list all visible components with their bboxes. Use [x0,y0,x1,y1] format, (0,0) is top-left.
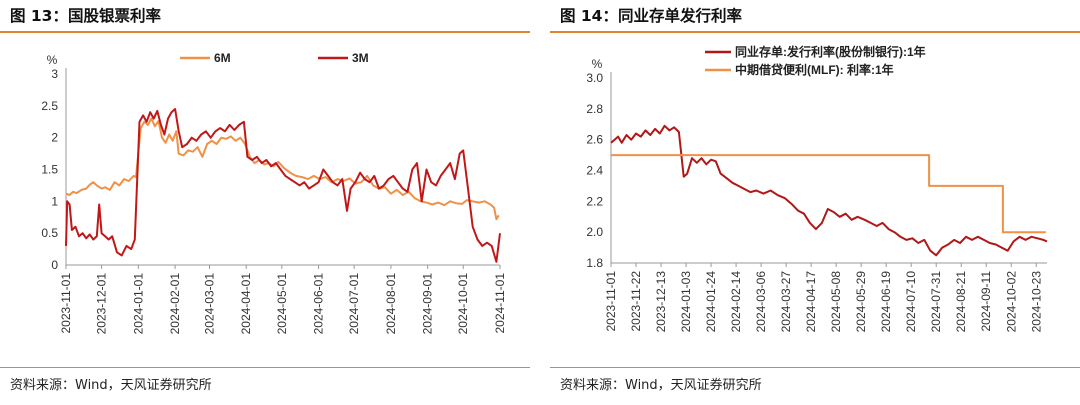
chart-title: 图 13：国股银票利率 [10,7,161,25]
x-tick-label: 2023-11-01 [59,273,73,334]
x-tick-label: 2023-12-01 [95,273,109,335]
source-note: 资料来源：Wind，天风证券研究所 [10,378,212,393]
x-tick-label: 2024-11-01 [493,273,507,334]
title-divider [0,31,530,33]
y-tick-label: 1.5 [41,163,58,177]
x-tick-label: 2024-04-01 [239,273,253,335]
x-tick-label: 2024-07-31 [929,271,943,333]
x-tick-label: 2024-05-01 [275,273,289,335]
x-tick-label: 2024-05-08 [829,271,843,333]
source-note: 资料来源：Wind，天风证券研究所 [560,378,762,393]
x-tick-label: 2024-10-01 [456,273,470,335]
x-tick-label: 2024-09-01 [421,273,435,335]
bank-bill-rate-chart: % 0 0.5 1 1.5 2 2.5 3 2023-11-01 2023-12-01 2024-0… [41,51,507,335]
y-tick-label: 2.2 [586,194,603,208]
x-tick-label: 2024-03-27 [779,271,793,333]
x-tick-label: 2024-01-01 [131,273,145,335]
y-tick-label: 1 [51,194,58,208]
y-axis-unit-label: % [592,57,603,71]
x-tick-label: 2024-07-01 [347,273,361,335]
series-line-1 [611,154,1046,234]
x-tick-label: 2024-07-10 [904,271,918,333]
y-tick-label: 2.8 [586,102,603,116]
x-tick-label: 2024-02-14 [729,271,743,333]
x-tick-label: 2024-09-11 [979,271,993,332]
chart-panel-ncd-rates: 图 14：同业存单发行利率 % 1.8 2.0 2.2 2.4 2.6 2.8 3.0 2023… [550,0,1080,405]
chart-title: 图 14：同业存单发行利率 [560,7,742,25]
x-tick-label: 2024-02-01 [168,273,182,335]
x-tick-label: 2024-03-06 [754,271,768,333]
x-tick-label: 2024-08-21 [954,271,968,333]
y-tick-label: 3.0 [586,71,603,85]
y-tick-label: 2.0 [586,225,603,239]
chart-panel-bank-bill-rates: 图 13：国股银票利率 % 0 0.5 1 1.5 2 2.5 3 2023-11-01 2023… [0,0,530,405]
x-tick-label: 2024-10-02 [1004,271,1018,333]
x-tick-label: 2024-08-01 [384,273,398,335]
y-axis-unit-label: % [47,53,58,67]
x-tick-label: 2023-12-13 [654,271,668,333]
series-line-1 [65,108,501,263]
y-tick-label: 2.5 [41,99,58,113]
y-tick-label: 3 [51,67,58,81]
series-line-0 [610,124,1048,257]
y-tick-label: 2.6 [586,133,603,147]
legend-label: 3M [352,51,369,65]
x-tick-label: 2023-11-22 [629,271,643,332]
x-tick-label: 2024-01-03 [679,271,693,333]
x-tick-label: 2024-01-24 [704,271,718,333]
x-tick-label: 2024-06-01 [312,273,326,335]
source-divider [550,367,1080,368]
x-tick-label: 2024-05-29 [854,271,868,333]
legend-label: 中期借贷便利(MLF): 利率:1年 [735,62,894,77]
title-bar: 图 13：国股银票利率 [0,0,530,33]
x-tick-label: 2024-10-23 [1029,271,1043,333]
title-bar: 图 14：同业存单发行利率 [550,0,1080,33]
x-tick-label: 2024-04-17 [804,271,818,333]
y-tick-label: 2.4 [586,164,603,178]
legend-label: 同业存单:发行利率(股份制银行):1年 [735,44,926,59]
y-tick-label: 1.8 [586,256,603,270]
x-tick-label: 2024-03-01 [202,273,216,335]
y-tick-label: 2 [51,131,58,145]
ncd-rate-chart: % 1.8 2.0 2.2 2.4 2.6 2.8 3.0 2023-11-01 2023-11-… [586,44,1048,333]
y-tick-label: 0.5 [41,226,58,240]
source-divider [0,367,530,368]
y-tick-label: 0 [51,258,58,272]
title-divider [550,31,1080,33]
series-line-0 [65,117,500,221]
x-tick-label: 2024-06-19 [879,271,893,333]
x-tick-label: 2023-11-01 [604,271,618,332]
legend-label: 6M [214,51,231,65]
